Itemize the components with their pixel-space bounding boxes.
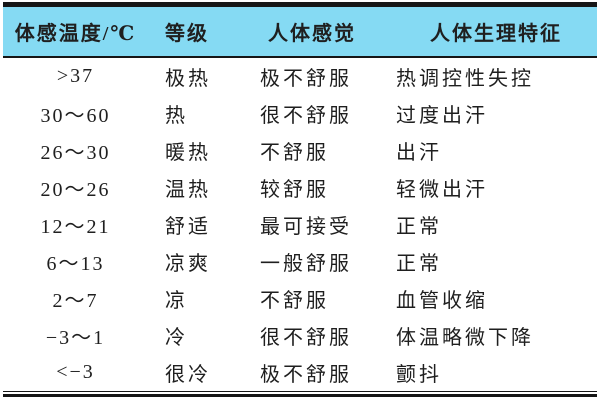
column-header-body-feeling: 人体感觉 [253,4,388,58]
cell-level: 凉爽 [148,243,253,280]
table-row: <−3 很冷 极不舒服 颤抖 [3,354,597,391]
cell-temperature-range: −3～1 [3,317,148,354]
bottom-rule-thin-line [3,391,597,392]
table-row: 20～26 温热 较舒服 轻微出汗 [3,169,597,206]
body-feel-temperature-table: 体感温度/℃ 等级 人体感觉 人体生理特征 >37 极热 极不舒服 热调控性失控… [3,2,597,391]
cell-temperature-range: >37 [3,57,148,95]
table-row: 12～21 舒适 最可接受 正常 [3,206,597,243]
cell-body-feeling: 不舒服 [253,280,388,317]
cell-level: 温热 [148,169,253,206]
cell-temperature-range: 12～21 [3,206,148,243]
cell-physiological-feature: 正常 [388,206,597,243]
table-row: 2～7 凉 不舒服 血管收缩 [3,280,597,317]
table-row: 26～30 暖热 不舒服 出汗 [3,132,597,169]
cell-temperature-range: 6～13 [3,243,148,280]
cell-temperature-range: <−3 [3,354,148,391]
bottom-rule-thick-line [3,394,597,397]
cell-physiological-feature: 血管收缩 [388,280,597,317]
column-header-physiological-feature: 人体生理特征 [388,4,597,58]
table-row: 6～13 凉爽 一般舒服 正常 [3,243,597,280]
cell-physiological-feature: 出汗 [388,132,597,169]
cell-level: 暖热 [148,132,253,169]
cell-body-feeling: 极不舒服 [253,57,388,95]
cell-level: 很冷 [148,354,253,391]
cell-body-feeling: 很不舒服 [253,317,388,354]
cell-physiological-feature: 轻微出汗 [388,169,597,206]
cell-level: 凉 [148,280,253,317]
cell-temperature-range: 20～26 [3,169,148,206]
cell-level: 舒适 [148,206,253,243]
table-row: −3～1 冷 很不舒服 体温略微下降 [3,317,597,354]
cell-level: 热 [148,95,253,132]
header-row: 体感温度/℃ 等级 人体感觉 人体生理特征 [3,4,597,58]
cell-body-feeling: 最可接受 [253,206,388,243]
cell-body-feeling: 不舒服 [253,132,388,169]
cell-temperature-range: 26～30 [3,132,148,169]
cell-body-feeling: 很不舒服 [253,95,388,132]
cell-body-feeling: 极不舒服 [253,354,388,391]
table-row: 30～60 热 很不舒服 过度出汗 [3,95,597,132]
cell-body-feeling: 较舒服 [253,169,388,206]
bottom-double-rule [3,391,597,397]
cell-temperature-range: 30～60 [3,95,148,132]
cell-physiological-feature: 热调控性失控 [388,57,597,95]
cell-physiological-feature: 颤抖 [388,354,597,391]
cell-physiological-feature: 过度出汗 [388,95,597,132]
cell-level: 冷 [148,317,253,354]
cell-body-feeling: 一般舒服 [253,243,388,280]
column-header-level: 等级 [148,4,253,58]
cell-physiological-feature: 正常 [388,243,597,280]
cell-level: 极热 [148,57,253,95]
table-row: >37 极热 极不舒服 热调控性失控 [3,57,597,95]
cell-temperature-range: 2～7 [3,280,148,317]
cell-physiological-feature: 体温略微下降 [388,317,597,354]
column-header-temperature: 体感温度/℃ [3,4,148,58]
